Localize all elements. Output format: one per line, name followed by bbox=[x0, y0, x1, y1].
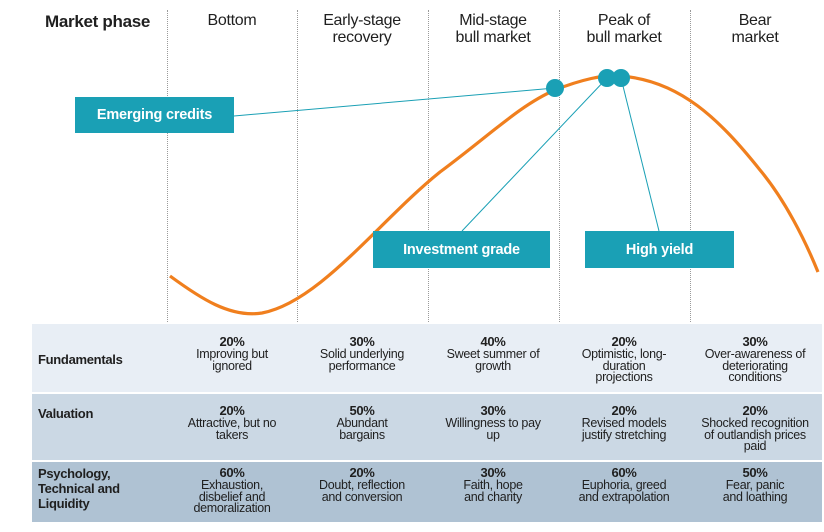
cell-valuation-bottom: 20% Attractive, but no takers bbox=[187, 403, 277, 442]
connector-investment bbox=[461, 77, 608, 232]
cell-fundamentals-mid: 40% Sweet summer of growth bbox=[446, 334, 540, 373]
divider-5 bbox=[690, 10, 691, 322]
connector-high-yield bbox=[620, 77, 660, 232]
high-yield-label: High yield bbox=[585, 231, 734, 268]
dot-investment bbox=[598, 69, 616, 87]
cell-psychology-bear: 50% Fear, panic and loathing bbox=[722, 465, 788, 504]
cell-psychology-peak: 60% Euphoria, greed and extrapolation bbox=[578, 465, 670, 504]
divider-4 bbox=[559, 10, 560, 322]
divider-2 bbox=[297, 10, 298, 322]
row-psychology bbox=[32, 462, 822, 522]
investment-grade-label: Investment grade bbox=[373, 231, 550, 268]
emerging-credits-label: Emerging credits bbox=[75, 97, 234, 133]
row-label-fundamentals: Fundamentals bbox=[38, 352, 123, 367]
phase-early-recovery: Early-stage recovery bbox=[323, 12, 401, 46]
divider-3 bbox=[428, 10, 429, 322]
cell-valuation-mid: 30% Willingness to pay up bbox=[445, 403, 541, 442]
dot-high-yield bbox=[612, 69, 630, 87]
phase-bottom: Bottom bbox=[207, 12, 257, 29]
cell-fundamentals-early: 30% Solid underlying performance bbox=[319, 334, 405, 373]
cell-fundamentals-peak: 20% Optimistic, long- duration projection… bbox=[581, 334, 667, 384]
cell-psychology-early: 20% Doubt, reflection and conversion bbox=[319, 465, 405, 504]
row-valuation bbox=[32, 394, 822, 460]
cell-fundamentals-bottom: 20% Improving but ignored bbox=[196, 334, 268, 373]
phase-peak-bull: Peak of bull market bbox=[586, 12, 662, 46]
connector-emerging bbox=[233, 87, 556, 117]
row-fundamentals bbox=[32, 324, 822, 392]
cell-valuation-peak: 20% Revised models justify stretching bbox=[581, 403, 667, 442]
cell-psychology-mid: 30% Faith, hope and charity bbox=[463, 465, 523, 504]
dot-emerging bbox=[546, 79, 564, 97]
cell-valuation-early: 50% Abundant bargains bbox=[336, 403, 388, 442]
phase-bear: Bear market bbox=[731, 12, 779, 46]
row-label-valuation: Valuation bbox=[38, 406, 94, 421]
cell-valuation-bear: 20% Shocked recognition of outlandish pri… bbox=[701, 403, 809, 453]
market-phase-title: Market phase bbox=[45, 12, 151, 31]
cycle-curve-line bbox=[169, 74, 820, 316]
cell-psychology-bottom: 60% Exhaustion, disbelief and demoralizat… bbox=[193, 465, 271, 515]
row-label-psychology: Psychology, Technical and Liquidity bbox=[38, 466, 120, 511]
divider-1 bbox=[167, 10, 168, 322]
phase-mid-bull: Mid-stage bull market bbox=[455, 12, 531, 46]
market-cycle-curve bbox=[169, 69, 820, 316]
cell-fundamentals-bear: 30% Over-awareness of deteriorating condi… bbox=[704, 334, 806, 384]
